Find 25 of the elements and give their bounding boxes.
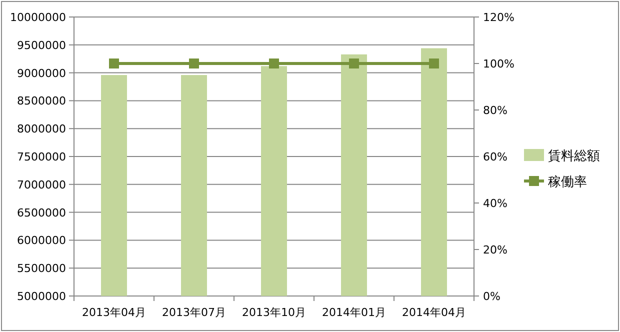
y-tick-label: 7500000	[17, 150, 66, 164]
x-tick-label: 2013年04月	[82, 306, 146, 319]
y-tick-label: 8000000	[17, 122, 66, 136]
x-tick-label: 2014年01月	[322, 306, 386, 319]
y2-tick-label: 80%	[483, 104, 508, 117]
y-tick-label: 9000000	[17, 66, 66, 80]
x-tick-label: 2013年10月	[242, 306, 306, 319]
y-tick-label: 7000000	[17, 178, 66, 192]
x-tick-label: 2013年07月	[162, 306, 226, 319]
legend-label: 賃料総額	[548, 149, 600, 164]
y-tick-label: 10000000	[10, 11, 66, 24]
legend-label: 稼働率	[548, 174, 587, 190]
y-tick-label: 6500000	[17, 206, 66, 220]
y2-tick-label: 0%	[483, 290, 500, 303]
y2-tick-label: 20%	[483, 244, 508, 256]
y2-tick-label: 120%	[483, 11, 514, 24]
x-tick-label: 2014年04月	[402, 306, 466, 319]
y2-tick-label: 100%	[483, 58, 514, 70]
y-tick-label: 5500000	[17, 262, 66, 276]
y-tick-label: 5000000	[17, 290, 66, 303]
y2-tick-label: 60%	[483, 150, 508, 164]
y2-tick-label: 40%	[483, 197, 508, 210]
y-tick-label: 9500000	[17, 38, 66, 52]
y-tick-label: 8500000	[17, 94, 66, 108]
y-tick-label: 6000000	[17, 234, 66, 248]
